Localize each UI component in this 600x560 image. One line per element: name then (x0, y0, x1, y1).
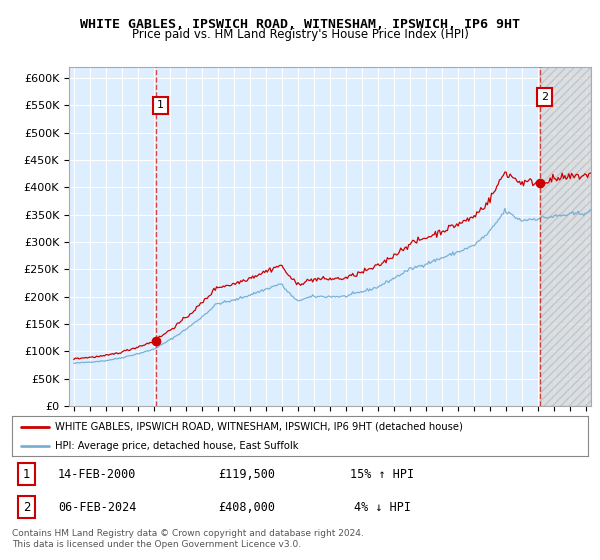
Text: £408,000: £408,000 (218, 501, 275, 514)
Text: 15% ↑ HPI: 15% ↑ HPI (350, 468, 415, 480)
Text: £119,500: £119,500 (218, 468, 275, 480)
Text: 2: 2 (23, 501, 31, 514)
Text: HPI: Average price, detached house, East Suffolk: HPI: Average price, detached house, East… (55, 441, 299, 450)
Text: 06-FEB-2024: 06-FEB-2024 (58, 501, 136, 514)
Text: WHITE GABLES, IPSWICH ROAD, WITNESHAM, IPSWICH, IP6 9HT: WHITE GABLES, IPSWICH ROAD, WITNESHAM, I… (80, 18, 520, 31)
Text: 1: 1 (157, 100, 164, 110)
Text: 1: 1 (23, 468, 31, 480)
Text: WHITE GABLES, IPSWICH ROAD, WITNESHAM, IPSWICH, IP6 9HT (detached house): WHITE GABLES, IPSWICH ROAD, WITNESHAM, I… (55, 422, 463, 432)
Text: Price paid vs. HM Land Registry's House Price Index (HPI): Price paid vs. HM Land Registry's House … (131, 28, 469, 41)
Text: 2: 2 (541, 92, 548, 102)
Text: Contains HM Land Registry data © Crown copyright and database right 2024.
This d: Contains HM Land Registry data © Crown c… (12, 529, 364, 549)
Text: 14-FEB-2000: 14-FEB-2000 (58, 468, 136, 480)
Bar (539, 67, 591, 406)
Text: 4% ↓ HPI: 4% ↓ HPI (354, 501, 411, 514)
